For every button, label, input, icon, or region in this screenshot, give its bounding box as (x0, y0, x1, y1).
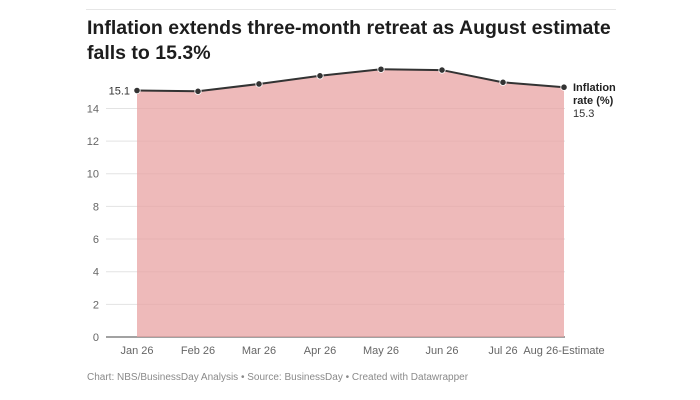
first-value-label: 15.1 (109, 85, 130, 97)
y-axis-ticks: 0 2 4 6 8 10 12 14 (87, 103, 99, 344)
x-tick-label: Aug 26-Estimate (523, 345, 604, 357)
y-tick-label: 2 (93, 299, 99, 311)
y-tick-label: 0 (93, 332, 99, 344)
data-point (377, 65, 385, 73)
y-tick-label: 4 (93, 267, 99, 279)
data-point (499, 78, 507, 86)
chart-footer: Chart: NBS/BusinessDay Analysis • Source… (87, 372, 469, 383)
x-tick-label: Jun 26 (425, 345, 458, 357)
top-rule (86, 9, 616, 10)
x-tick-label: Jan 26 (120, 345, 153, 357)
series-name-label-line2: rate (%) (573, 95, 614, 107)
data-point (438, 66, 446, 74)
data-point (133, 86, 141, 95)
y-tick-label: 14 (87, 103, 99, 115)
data-point (194, 87, 202, 95)
chart-title: Inflation extends three-month retreat as… (87, 17, 611, 64)
area-layer (136, 68, 565, 337)
data-points (133, 65, 568, 95)
x-tick-label: Feb 26 (181, 345, 215, 357)
x-axis-ticks: Jan 26 Feb 26 Mar 26 Apr 26 May 26 Jun 26 Jul … (120, 345, 604, 357)
y-tick-label: 12 (87, 136, 99, 148)
data-point (560, 83, 568, 91)
y-tick-label: 10 (87, 169, 99, 181)
data-point (316, 72, 324, 80)
x-tick-label: May 26 (363, 345, 399, 357)
x-tick-label: Apr 26 (304, 345, 336, 357)
series-line (136, 68, 565, 93)
area-fill (137, 69, 564, 337)
y-tick-label: 8 (93, 201, 99, 213)
y-tick-label: 6 (93, 234, 99, 246)
last-value-label: 15.3 (573, 108, 594, 120)
data-point (255, 80, 263, 88)
series-name-label: Inflation (573, 82, 616, 94)
x-tick-label: Mar 26 (242, 345, 276, 357)
x-tick-label: Jul 26 (488, 345, 517, 357)
